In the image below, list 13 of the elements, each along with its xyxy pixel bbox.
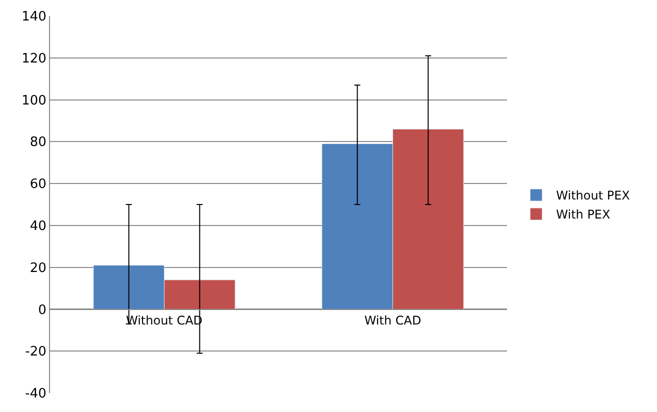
legend-label: With PEX	[556, 208, 610, 222]
y-tick-label: 100	[22, 93, 46, 108]
y-tick-label: -40	[25, 386, 46, 402]
x-tick-label: With CAD	[364, 314, 422, 328]
y-tick-label: 60	[30, 177, 46, 192]
y-tick-label: 140	[22, 10, 46, 25]
y-tick-label: 80	[30, 135, 46, 150]
y-tick-label: 40	[30, 218, 46, 234]
y-tick-label: 20	[30, 260, 46, 276]
y-tick-label: 0	[38, 302, 46, 318]
legend-label: Without PEX	[556, 188, 630, 203]
y-tick-label: 120	[22, 51, 46, 66]
y-tick-label: -20	[25, 344, 46, 360]
